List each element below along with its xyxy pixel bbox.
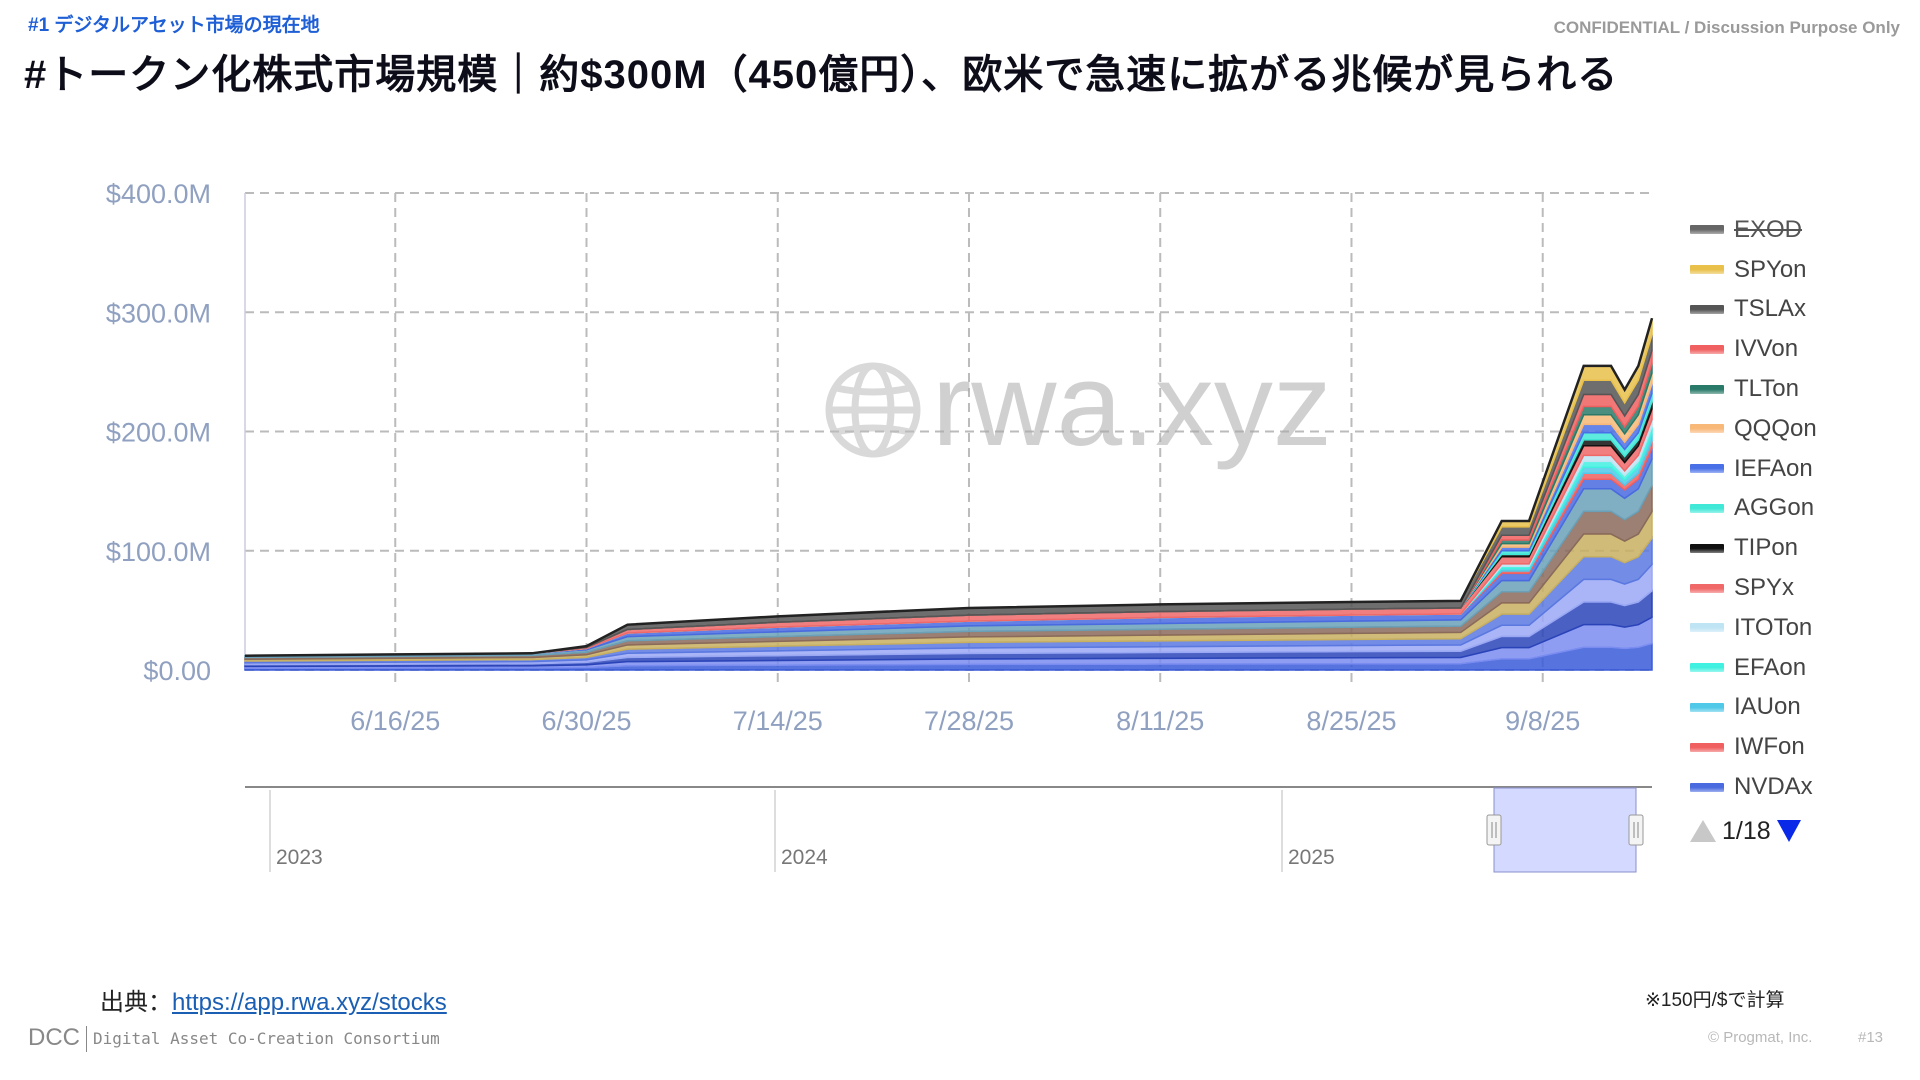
legend-label: EXOD <box>1734 215 1803 243</box>
legend-label: SPYx <box>1734 574 1795 602</box>
legend-swatch <box>1690 663 1724 673</box>
y-tick-label: $200.0M <box>106 418 211 448</box>
legend-label: QQQon <box>1734 414 1817 442</box>
page-title: #トークン化株式市場規模｜約$300M（450億円）、欧米で急速に拡がる兆候が見… <box>24 53 1619 97</box>
range-navigator[interactable]: 2023 2024 2025 <box>245 786 1652 873</box>
legend-item-EFAon[interactable]: EFAon <box>1690 648 1817 688</box>
x-axis-ticks: 6/16/25 6/30/25 7/14/25 7/28/25 8/11/25 8/25/… <box>350 706 1580 736</box>
x-tick-label: 9/8/25 <box>1505 706 1580 736</box>
y-axis-ticks: $0.00 $100.0M $200.0M $300.0M $400.0M <box>106 179 211 686</box>
legend-label: TIPon <box>1734 534 1799 562</box>
globe-icon <box>825 362 921 458</box>
navigator-handle[interactable] <box>1486 814 1502 846</box>
legend-item-ITOTon[interactable]: ITOTon <box>1690 608 1817 648</box>
x-tick-label: 6/30/25 <box>541 706 631 736</box>
x-tick-label: 7/28/25 <box>924 706 1014 736</box>
legend-label: IAUon <box>1734 693 1801 721</box>
area-other <box>244 509 1653 662</box>
y-tick-label: $300.0M <box>106 298 211 328</box>
org-short: DCC <box>28 1024 80 1051</box>
legend-item-AGGon[interactable]: AGGon <box>1690 489 1817 529</box>
x-tick-label: 8/25/25 <box>1306 706 1396 736</box>
legend-item-IWFon[interactable]: IWFon <box>1690 727 1817 767</box>
legend-label: IVVon <box>1734 335 1799 363</box>
legend-label: TSLAx <box>1734 295 1807 323</box>
legend-label: NVDAx <box>1734 773 1813 801</box>
y-tick-label: $0.00 <box>143 656 211 686</box>
legend-label: TLTon <box>1734 375 1799 403</box>
legend-swatch <box>1690 543 1724 553</box>
legend-item-NVDAx[interactable]: NVDAx <box>1690 767 1817 807</box>
legend-swatch <box>1690 424 1724 434</box>
legend-item-SPYx[interactable]: SPYx <box>1690 568 1817 608</box>
legend-label: SPYon <box>1734 255 1807 283</box>
navigator-handle[interactable] <box>1628 814 1644 846</box>
navigator-year-label: 2025 <box>1288 846 1335 869</box>
copyright: © Progmat, Inc. <box>1708 1029 1813 1046</box>
legend-item-EXOD[interactable]: EXOD <box>1690 210 1817 250</box>
navigator-selection[interactable] <box>1493 787 1637 873</box>
legend-item-IVVon[interactable]: IVVon <box>1690 329 1817 369</box>
area-series <box>244 317 1654 671</box>
org-logo: DCC Digital Asset Co-Creation Consortium <box>28 1024 440 1052</box>
legend-page-indicator: 1/18 <box>1722 816 1771 845</box>
divider <box>86 1025 87 1052</box>
navigator-year-label: 2023 <box>276 846 323 869</box>
legend-swatch <box>1690 304 1724 314</box>
rwa-watermark: rwa.xyz <box>825 339 1332 471</box>
y-tick-label: $400.0M <box>106 179 211 209</box>
legend-swatch <box>1690 782 1724 792</box>
x-tick-label: 7/14/25 <box>733 706 823 736</box>
page-number: #13 <box>1858 1029 1884 1046</box>
legend-pager: 1/18 <box>1690 817 1817 846</box>
x-tick-label: 6/16/25 <box>350 706 440 736</box>
source-link[interactable]: https://app.rwa.xyz/stocks <box>172 989 447 1016</box>
source-label: 出典： <box>100 989 172 1016</box>
legend-swatch <box>1690 344 1724 354</box>
legend-swatch <box>1690 503 1724 513</box>
legend-item-TIPon[interactable]: TIPon <box>1690 528 1817 568</box>
legend-swatch <box>1690 583 1724 593</box>
confidential-label: CONFIDENTIAL / Discussion Purpose Only <box>1553 18 1900 37</box>
legend-swatch <box>1690 265 1724 275</box>
legend-label: IWFon <box>1734 733 1805 761</box>
legend-prev-page-icon[interactable] <box>1690 820 1716 843</box>
area-other <box>244 484 1653 661</box>
legend-item-IAUon[interactable]: IAUon <box>1690 688 1817 728</box>
org-full-name: Digital Asset Co-Creation Consortium <box>93 1029 440 1049</box>
source-citation: 出典：https://app.rwa.xyz/stocks <box>100 982 447 1017</box>
legend-next-page-icon[interactable] <box>1776 820 1801 843</box>
legend-item-IEFAon[interactable]: IEFAon <box>1690 449 1817 489</box>
navigator-year-label: 2024 <box>781 846 828 869</box>
legend-swatch <box>1690 623 1724 633</box>
total-outline <box>244 317 1654 657</box>
y-tick-label: $100.0M <box>106 537 211 567</box>
legend-swatch <box>1690 702 1724 712</box>
legend-item-TSLAx[interactable]: TSLAx <box>1690 290 1817 330</box>
legend-swatch <box>1690 384 1724 394</box>
legend-label: ITOTon <box>1734 613 1813 641</box>
legend-swatch <box>1690 464 1724 474</box>
legend-item-SPYon[interactable]: SPYon <box>1690 250 1817 290</box>
legend-item-QQQon[interactable]: QQQon <box>1690 409 1817 449</box>
legend-label: IEFAon <box>1734 454 1813 482</box>
exchange-rate-note: ※150円/$で計算 <box>1645 990 1785 1011</box>
section-label: #1 デジタルアセット市場の現在地 <box>28 15 320 36</box>
legend-label: EFAon <box>1734 653 1807 681</box>
legend-item-TLTon[interactable]: TLTon <box>1690 369 1817 409</box>
legend-swatch <box>1690 742 1724 752</box>
chart-legend: EXOD SPYon TSLAx IVVon TLTon QQQon IEFAon AGGon… <box>1690 210 1817 846</box>
x-tick-label: 8/11/25 <box>1116 706 1204 736</box>
watermark-text: rwa.xyz <box>932 339 1332 471</box>
legend-swatch <box>1690 225 1724 235</box>
legend-label: AGGon <box>1734 494 1815 522</box>
